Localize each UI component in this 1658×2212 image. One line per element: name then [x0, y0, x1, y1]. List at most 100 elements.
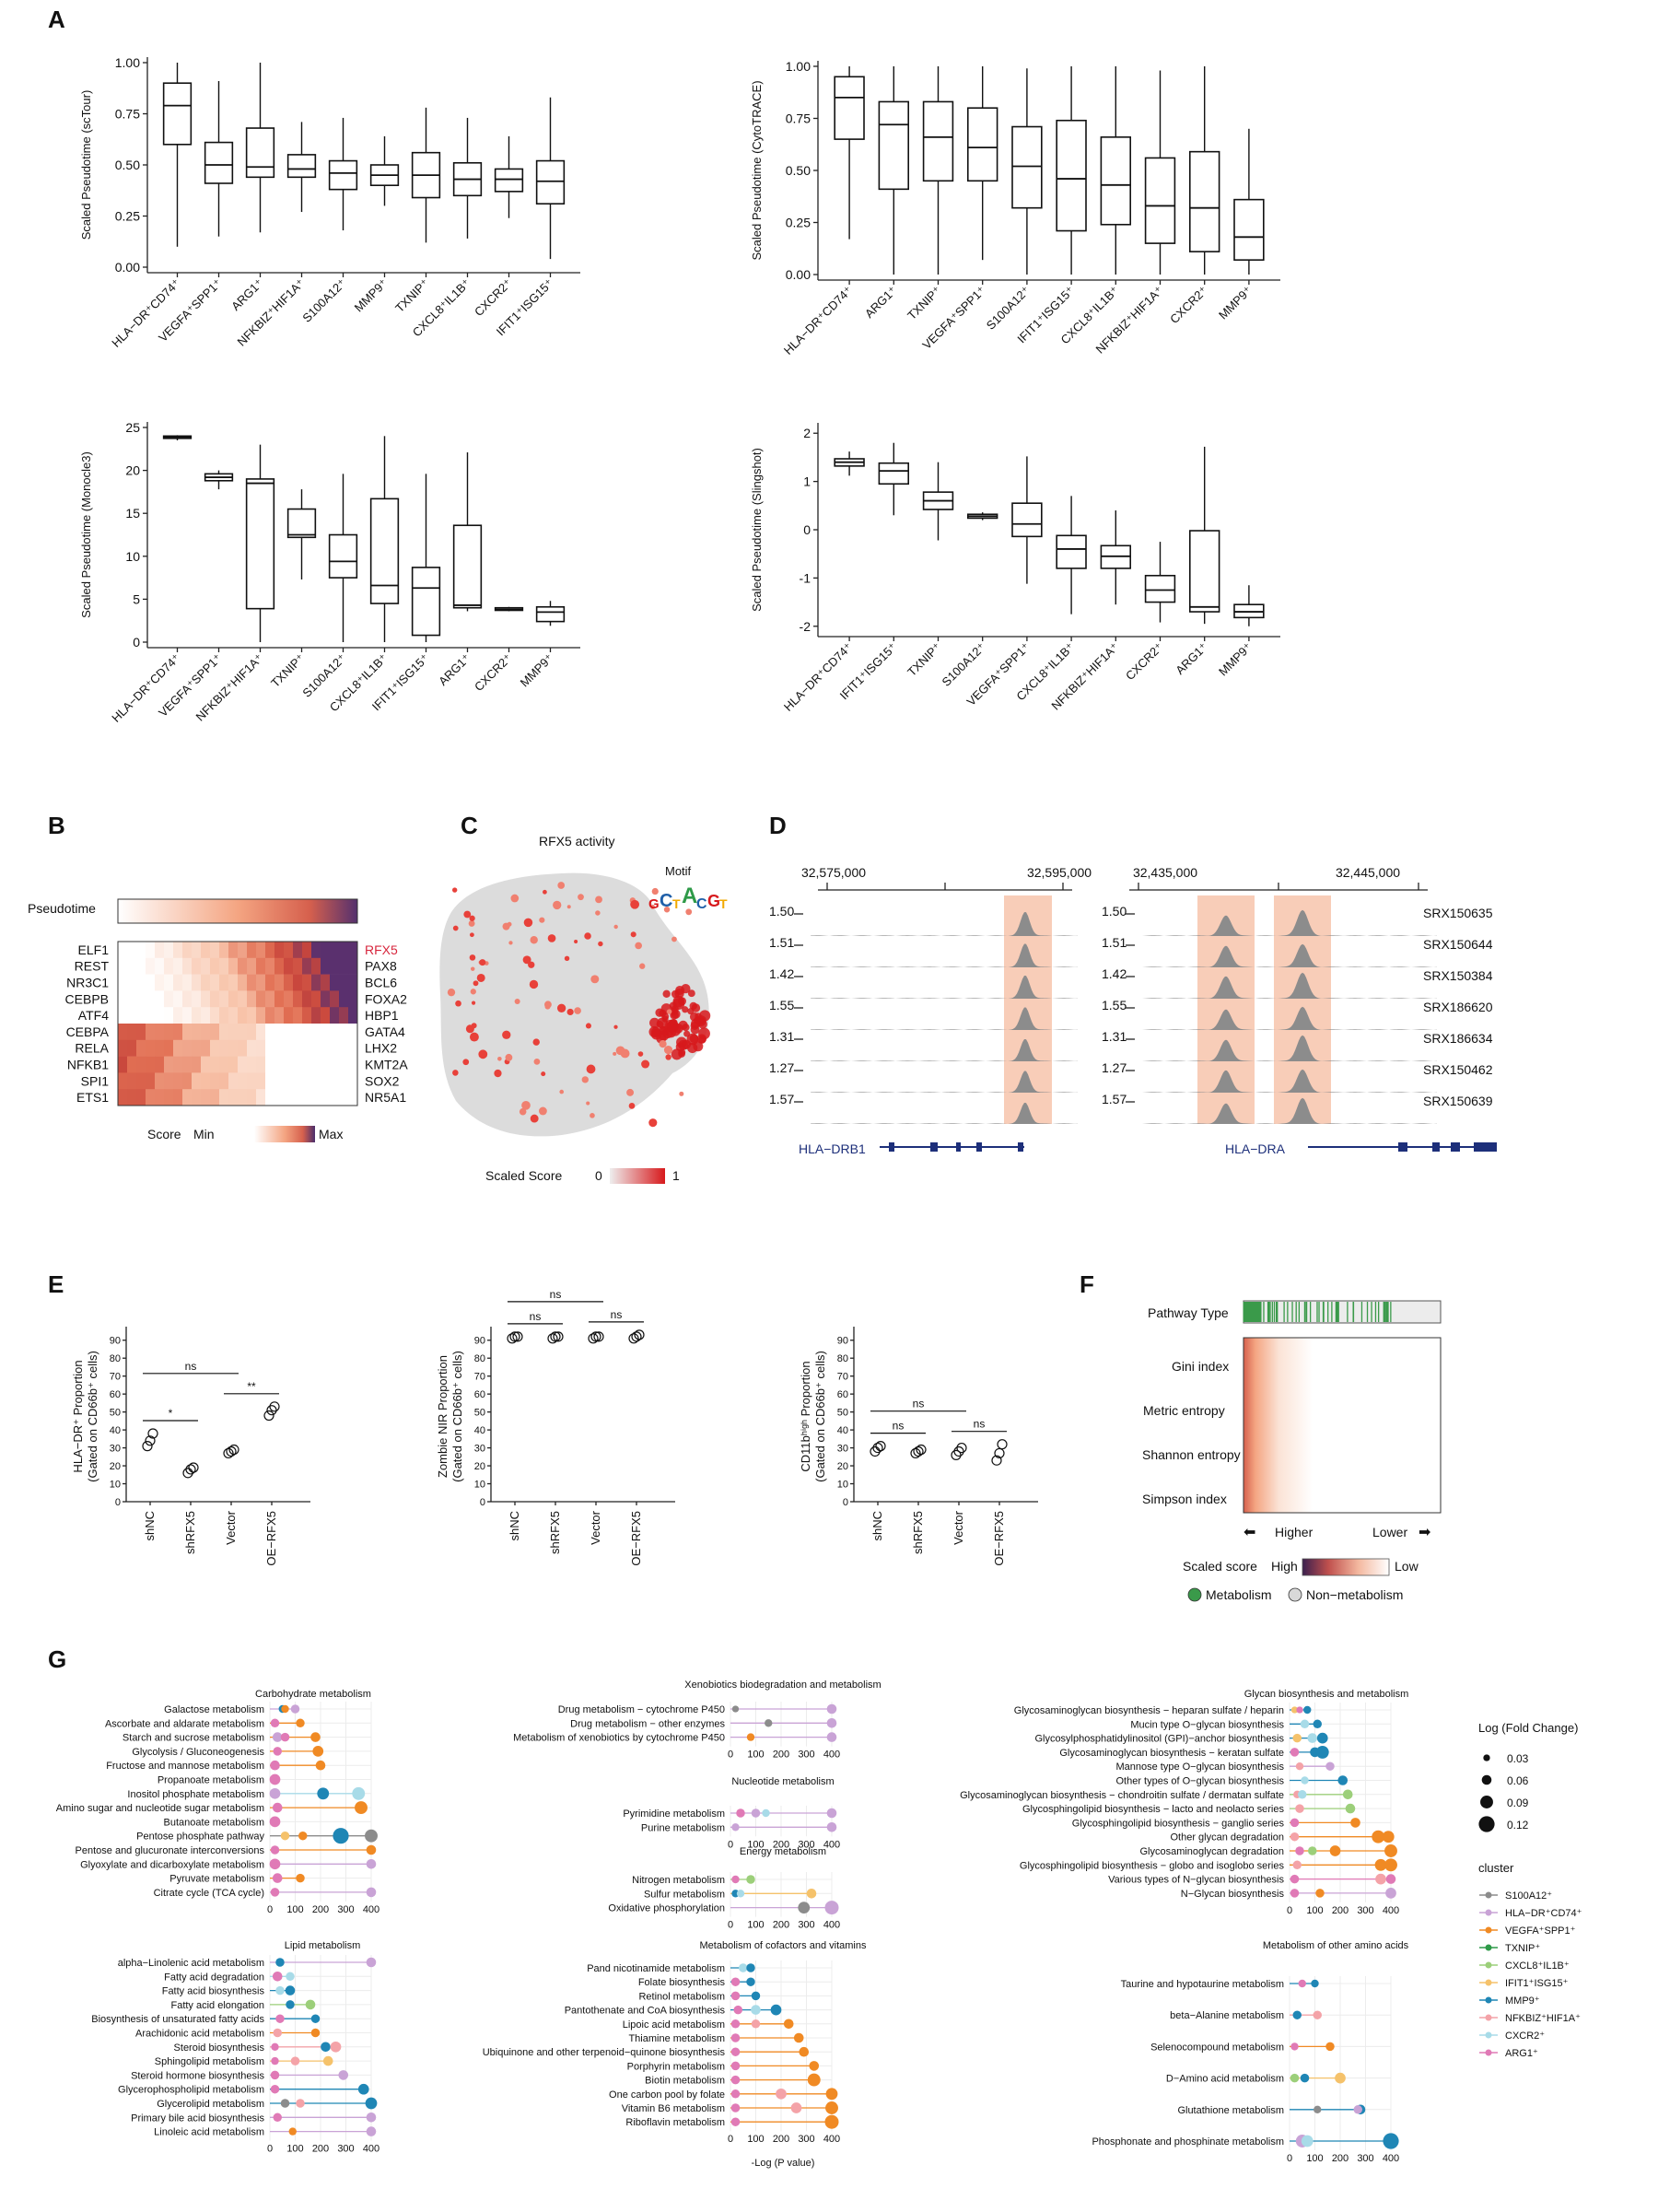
lollipop-dot [736, 1808, 745, 1818]
umap-scored-cell [574, 940, 578, 944]
pathway-label: Glycerophospholipid metabolism [118, 2085, 264, 2096]
lollipop-dot [365, 2097, 378, 2110]
chip-signal-track [811, 976, 1078, 999]
heatmap-cell [293, 1024, 303, 1041]
x-tick-label: 0 [1287, 1905, 1292, 1916]
heatmap-cell [339, 1056, 349, 1073]
box-7 [452, 452, 483, 612]
lollipop-dot [825, 2088, 838, 2101]
x-tick-label: 400 [823, 1750, 840, 1761]
heatmap-cell [311, 1039, 321, 1057]
heatmap-cell [127, 957, 137, 975]
pathway-label: Glyoxylate and dicarboxylate metabolism [80, 1859, 264, 1870]
heatmap-cell [293, 1039, 303, 1057]
umap-high-cell [687, 989, 695, 998]
y-tick-label: 50 [474, 1408, 485, 1419]
lollipop-dot [1385, 1888, 1396, 1899]
cluster-legend-label: VEGFA⁺SPP1⁺ [1505, 1925, 1576, 1937]
lollipop-dot [826, 1822, 837, 1832]
metabolism-label: Metabolism [1206, 1587, 1272, 1602]
heatmap-cell [247, 942, 257, 959]
heatmap-cell [321, 1007, 331, 1024]
box-6 [1100, 66, 1132, 275]
heatmap-cell [311, 1072, 321, 1090]
lollipop-dot [1290, 1818, 1300, 1828]
umap-scored-cell [574, 1007, 581, 1014]
iqr-box [369, 497, 400, 604]
cluster-legend-dot [1485, 1944, 1492, 1951]
umap-scored-cell [628, 1103, 636, 1109]
iqr-box [245, 478, 275, 610]
box-0 [834, 66, 865, 240]
heatmap-cell [330, 1024, 340, 1041]
row-shannon-entropy: Shannon entropy [1142, 1447, 1241, 1462]
umap-scored-cell [547, 934, 556, 942]
heatmap-cell [146, 990, 156, 1008]
x-tick-label: ARG1⁺ [1173, 640, 1209, 677]
umap-scored-cell [521, 1101, 531, 1110]
umap-scored-cell [556, 1003, 566, 1012]
box-2 [922, 462, 954, 541]
heatmap-cell [348, 990, 358, 1008]
lollipop-dot [271, 2042, 279, 2051]
heatmap-cell [146, 957, 156, 975]
track-scale-max: 1.51 [1102, 935, 1127, 950]
heatmap-cell [201, 1024, 211, 1041]
umap-scored-cell [529, 979, 539, 989]
lollipop-dot [321, 2042, 331, 2053]
y-tick-label: 0 [843, 1497, 848, 1508]
x-tick-label: HLA−DR⁺CD74⁺ [781, 640, 855, 714]
x-tick-label: 100 [747, 2134, 764, 2145]
chip-signal-track [811, 912, 1078, 936]
motif-logo: G C T A C G T [648, 884, 728, 912]
pathway-label: Amino sugar and nucleotide sugar metabol… [56, 1803, 264, 1814]
lollipop-dot [1385, 1874, 1396, 1884]
x-tick-label: 100 [286, 2144, 303, 2155]
box-5 [1056, 496, 1087, 614]
chip-signal-track [811, 1039, 1078, 1061]
pathway-label: Pentose and glucuronate interconversions [76, 1845, 265, 1856]
lollipop-dot [366, 2126, 377, 2136]
x-tick-label: 200 [773, 1920, 789, 1931]
sample-id: SRX150639 [1423, 1094, 1493, 1108]
right-gene-label: GATA4 [365, 1024, 405, 1039]
replicate-point [182, 1468, 193, 1479]
lollipop-dot [286, 1972, 295, 1982]
heatmap-cell [321, 1072, 331, 1090]
heatmap-cell [201, 1089, 211, 1106]
heatmap-cell [274, 1072, 285, 1090]
iqr-box [1011, 502, 1043, 538]
panel-letter-b: B [48, 812, 65, 839]
exon [976, 1142, 982, 1152]
track-scale-max: 1.57 [769, 1092, 794, 1106]
heatmap-cell [330, 1072, 340, 1090]
heatmap-cell [210, 974, 220, 991]
heatmap-cell [146, 1024, 156, 1041]
umap-high-cell [693, 1041, 704, 1052]
heatmap-cell [238, 942, 248, 959]
x-tick-label: TXNIP⁺ [905, 284, 944, 323]
heatmap-cell [155, 1089, 165, 1106]
heatmap-cell [118, 1072, 128, 1090]
heatmap-cell [155, 942, 165, 959]
pathway-label: Mucin type O−glycan biosynthesis [1130, 1719, 1284, 1730]
heatmap-cell [256, 990, 266, 1008]
cluster-legend-label: TXNIP⁺ [1505, 1943, 1540, 1954]
heatmap-cell [136, 1089, 146, 1106]
lollipop-dot [1292, 1860, 1302, 1870]
heatmap-cell [265, 1039, 275, 1057]
x-tick-label: shRFX5 [548, 1511, 562, 1554]
heatmap-cell [118, 1056, 128, 1073]
size-legend-label: 0.09 [1507, 1797, 1529, 1809]
heatmap-cell [265, 974, 275, 991]
lollipop-dot [333, 1828, 349, 1844]
lollipop-dot [352, 1786, 366, 1800]
heatmap-cell [155, 957, 165, 975]
y-tick-label: 50 [110, 1408, 121, 1419]
heatmap-cell [192, 1024, 202, 1041]
heatmap-cell [247, 990, 257, 1008]
y-axis-label-line2: (Gated on CD66b⁺ cells) [813, 1351, 827, 1482]
low-label: Low [1395, 1559, 1419, 1574]
heatmap-cell [247, 1024, 257, 1041]
heatmap-cell [339, 1007, 349, 1024]
